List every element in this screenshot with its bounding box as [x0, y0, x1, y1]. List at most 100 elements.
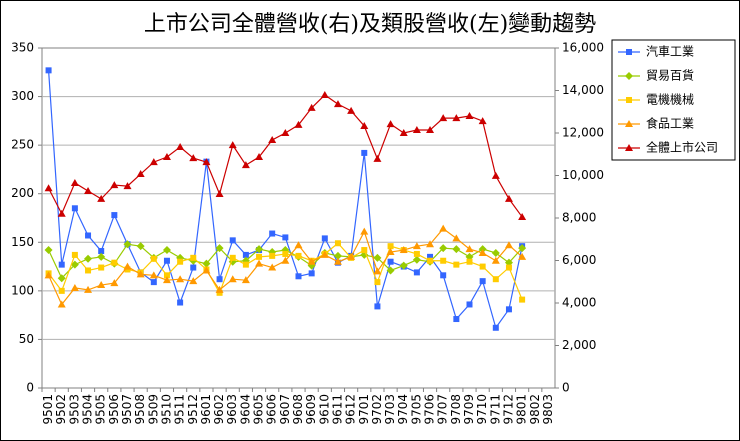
marker — [518, 244, 527, 253]
marker — [255, 245, 264, 254]
y2-tick-label: 10,000 — [562, 168, 604, 182]
marker — [386, 120, 395, 128]
marker — [70, 260, 79, 269]
marker — [492, 276, 499, 283]
marker — [228, 275, 237, 283]
x-tick-label: 9612 — [344, 394, 358, 425]
marker — [149, 158, 158, 166]
marker — [269, 230, 276, 237]
marker — [427, 253, 434, 260]
marker — [97, 281, 106, 289]
marker — [426, 126, 435, 134]
marker — [216, 276, 223, 283]
marker — [45, 67, 52, 74]
x-tick-label: 9606 — [265, 394, 279, 425]
x-tick-label: 9610 — [317, 394, 331, 425]
marker — [163, 257, 170, 264]
marker — [465, 245, 474, 253]
marker — [136, 170, 145, 178]
marker — [439, 224, 448, 232]
x-tick-label: 9803 — [541, 394, 555, 425]
marker — [98, 264, 105, 271]
legend-marker — [626, 97, 632, 103]
marker — [111, 259, 118, 266]
x-tick-label: 9708 — [449, 394, 463, 425]
legend-marker — [626, 49, 632, 55]
x-tick-label: 9511 — [173, 394, 187, 425]
marker — [294, 120, 303, 128]
marker — [177, 258, 184, 265]
marker — [413, 250, 420, 257]
marker — [465, 112, 474, 119]
y-tick-label: 150 — [11, 235, 34, 249]
marker — [518, 252, 527, 260]
marker — [189, 277, 198, 285]
y2-tick-label: 12,000 — [562, 126, 604, 140]
marker — [281, 256, 290, 264]
marker — [373, 154, 382, 162]
marker — [321, 235, 328, 242]
marker — [439, 114, 448, 122]
x-tick-label: 9704 — [396, 394, 410, 425]
marker — [478, 248, 487, 256]
marker — [320, 250, 329, 258]
marker — [162, 153, 171, 161]
marker — [361, 247, 368, 254]
marker — [202, 259, 211, 268]
marker — [466, 258, 473, 265]
marker — [136, 242, 145, 251]
marker — [399, 129, 408, 136]
marker — [176, 275, 185, 283]
marker — [373, 267, 382, 275]
marker — [202, 266, 211, 274]
plot-area — [41, 47, 556, 389]
marker — [479, 278, 486, 285]
marker — [307, 257, 316, 265]
x-tick-label: 9711 — [488, 394, 502, 425]
y-tick-label: 300 — [11, 89, 34, 103]
marker — [374, 279, 381, 286]
y2-tick-label: 14,000 — [562, 83, 604, 97]
y2-tick-label: 16,000 — [562, 41, 604, 55]
y-tick-label: 50 — [19, 332, 34, 346]
marker — [215, 285, 224, 293]
marker — [519, 296, 526, 303]
marker — [413, 269, 420, 276]
x-tick-label: 9603 — [225, 394, 239, 425]
marker — [386, 266, 395, 275]
y-tick-label: 200 — [11, 186, 34, 200]
x-tick-label: 9705 — [409, 394, 423, 425]
marker — [123, 262, 132, 270]
marker — [57, 300, 66, 308]
x-tick-label: 9701 — [357, 394, 371, 425]
chart-title: 上市公司全體營收(右)及類股營收(左)變動趨勢 — [144, 12, 596, 37]
marker — [387, 258, 394, 265]
marker — [360, 227, 369, 235]
marker — [136, 270, 145, 278]
marker — [399, 261, 408, 270]
x-tick-label: 9512 — [186, 394, 200, 425]
marker — [282, 250, 289, 257]
marker — [162, 246, 171, 255]
marker — [504, 241, 513, 249]
marker — [308, 270, 315, 277]
y2-tick-label: 8,000 — [562, 211, 596, 225]
marker — [84, 285, 93, 293]
marker — [241, 276, 250, 284]
marker — [85, 232, 92, 239]
marker — [110, 181, 119, 189]
x-tick-label: 9504 — [81, 394, 95, 425]
marker — [229, 254, 236, 261]
marker — [255, 259, 264, 267]
marker — [505, 264, 512, 271]
marker — [426, 240, 435, 248]
legend-label: 汽車工業 — [646, 44, 694, 59]
x-tick-label: 9702 — [370, 394, 384, 425]
marker — [491, 171, 500, 179]
marker — [71, 251, 78, 258]
marker — [518, 212, 527, 220]
x-tick-label: 9706 — [423, 394, 437, 425]
marker — [479, 263, 486, 270]
marker — [333, 257, 342, 265]
marker — [190, 264, 197, 271]
